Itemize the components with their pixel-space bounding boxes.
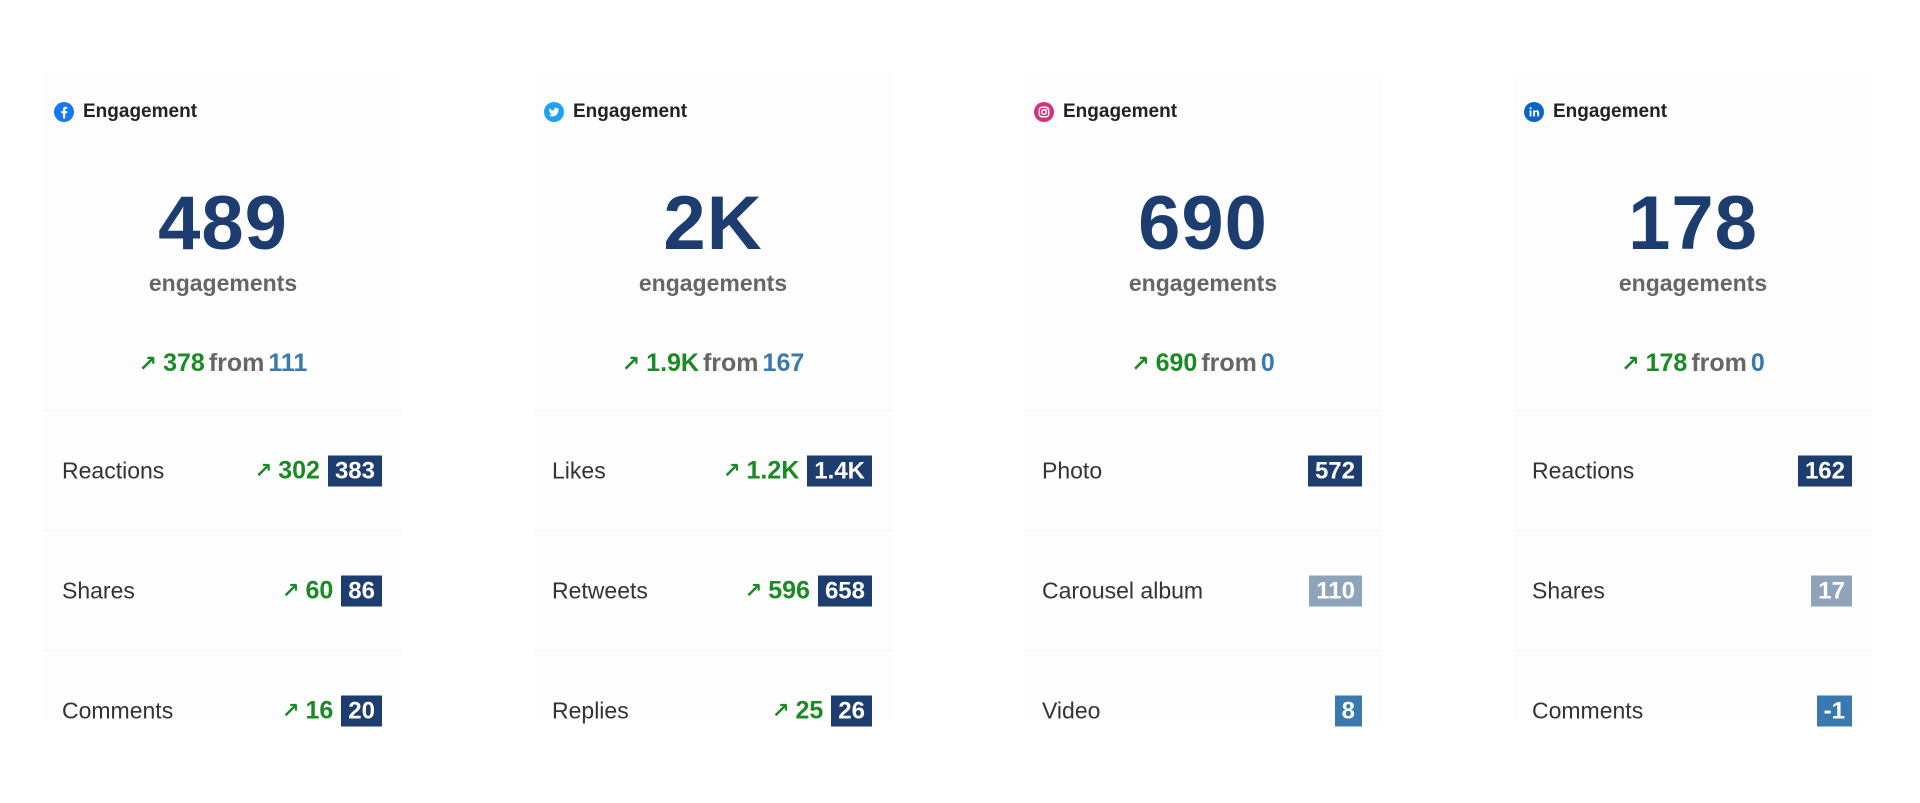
from-word: from: [702, 349, 759, 377]
metric-delta: 60: [305, 576, 334, 605]
metric-label: Shares: [1532, 577, 1605, 604]
previous-value: 0: [1750, 349, 1765, 377]
metric-label: Replies: [552, 697, 629, 724]
metric-row-carousel-album: Carousel album 110: [1024, 530, 1382, 651]
metric-row-shares: Shares 17: [1514, 530, 1872, 651]
metric-value-badge: 162: [1797, 455, 1852, 487]
metric-row-photo: Photo 572: [1024, 410, 1382, 531]
trend-up-icon: ↗: [621, 351, 641, 376]
metric-value-badge: 86: [341, 575, 382, 607]
metric-delta: 16: [305, 696, 334, 725]
metric-label: Video: [1042, 697, 1101, 724]
metric-label: Shares: [62, 577, 135, 604]
trend-up-icon: ↗: [138, 351, 158, 376]
trend-up-icon: ↗: [771, 699, 790, 723]
metric-row-replies: Replies ↗ 25 26: [534, 650, 892, 771]
total-label: engagements: [638, 270, 788, 296]
metric-value-badge: 383: [327, 455, 382, 487]
linkedin-icon: [1524, 102, 1544, 122]
total-engagements: 2K: [663, 181, 763, 266]
metric-row-video: Video 8: [1024, 650, 1382, 771]
twitter-icon: [544, 102, 564, 122]
previous-value: 167: [762, 349, 805, 377]
trend-up-icon: ↗: [744, 579, 763, 603]
previous-value: 0: [1260, 349, 1275, 377]
from-word: from: [1201, 349, 1257, 377]
metric-delta: 1.2K: [746, 456, 800, 485]
change-summary: ↗ 178 from 0: [1514, 349, 1872, 378]
total-engagements: 690: [1138, 181, 1268, 266]
metric-delta: 596: [768, 576, 810, 605]
metric-value-badge: 110: [1309, 575, 1362, 607]
card-title: Engagement: [83, 101, 198, 122]
total-label: engagements: [1128, 270, 1278, 296]
change-value: 690: [1155, 349, 1198, 377]
metric-row-shares: Shares ↗ 60 86: [44, 530, 402, 651]
facebook-icon: [54, 102, 74, 122]
metric-value-badge: 17: [1811, 575, 1852, 607]
metric-value-badge: 572: [1307, 455, 1362, 487]
card-twitter-engagement: Engagement 2K engagements ↗ 1.9K from 167 L…: [534, 74, 892, 727]
metric-value-badge: 8: [1334, 695, 1362, 727]
card-facebook-engagement: Engagement 489 engagements ↗ 378 from 111 R…: [44, 74, 402, 727]
change-value: 1.9K: [646, 349, 699, 377]
metric-label: Carousel album: [1042, 577, 1204, 604]
change-value: 378: [163, 349, 205, 377]
metric-value-badge: 20: [341, 695, 382, 727]
card-header: Engagement: [1034, 100, 1177, 124]
trend-up-icon: ↗: [1621, 351, 1640, 376]
total-label: engagements: [148, 270, 298, 296]
from-word: from: [208, 349, 265, 377]
total-engagements: 489: [158, 181, 288, 266]
metric-delta: 25: [795, 696, 824, 725]
metric-label: Likes: [552, 457, 606, 484]
metric-row-reactions: Reactions 162: [1514, 410, 1872, 531]
from-word: from: [1691, 349, 1747, 377]
metric-row-comments: Comments -1: [1514, 650, 1872, 771]
metric-row-retweets: Retweets ↗ 596 658: [534, 530, 892, 651]
total-engagements: 178: [1628, 181, 1758, 266]
metric-row-comments: Comments ↗ 16 20: [44, 650, 402, 771]
metric-label: Comments: [62, 697, 174, 724]
metric-value-badge: 1.4K: [807, 455, 872, 487]
card-header: Engagement: [544, 100, 687, 124]
card-linkedin-engagement: Engagement 178 engagements ↗ 178 from 0 Rea…: [1514, 74, 1872, 727]
trend-up-icon: ↗: [722, 459, 741, 483]
change-summary: ↗ 690 from 0: [1024, 349, 1382, 378]
trend-up-icon: ↗: [254, 459, 273, 483]
metric-row-reactions: Reactions ↗ 302 383: [44, 410, 402, 531]
card-header: Engagement: [1524, 100, 1667, 124]
metric-label: Retweets: [552, 577, 648, 604]
card-title: Engagement: [573, 101, 688, 122]
total-label: engagements: [1618, 270, 1768, 296]
metric-label: Reactions: [1532, 457, 1635, 484]
metric-value-badge: 658: [817, 575, 872, 607]
change-summary: ↗ 378 from 111: [44, 349, 402, 378]
metric-label: Photo: [1042, 457, 1103, 484]
previous-value: 111: [268, 349, 308, 377]
change-summary: ↗ 1.9K from 167: [534, 349, 892, 378]
metric-row-likes: Likes ↗ 1.2K 1.4K: [534, 410, 892, 531]
metric-label: Comments: [1532, 697, 1644, 724]
card-title: Engagement: [1063, 101, 1178, 122]
trend-up-icon: ↗: [281, 579, 300, 603]
trend-up-icon: ↗: [281, 699, 300, 723]
metric-value-badge: 26: [831, 695, 872, 727]
card-title: Engagement: [1553, 101, 1668, 122]
change-value: 178: [1645, 349, 1688, 377]
metric-delta: 302: [278, 456, 320, 485]
card-instagram-engagement: Engagement 690 engagements ↗ 690 from 0 Pho…: [1024, 74, 1382, 727]
trend-up-icon: ↗: [1131, 351, 1150, 376]
instagram-icon: [1034, 102, 1054, 122]
metric-value-badge: -1: [1816, 695, 1852, 727]
metric-label: Reactions: [62, 457, 165, 484]
card-header: Engagement: [54, 100, 197, 124]
